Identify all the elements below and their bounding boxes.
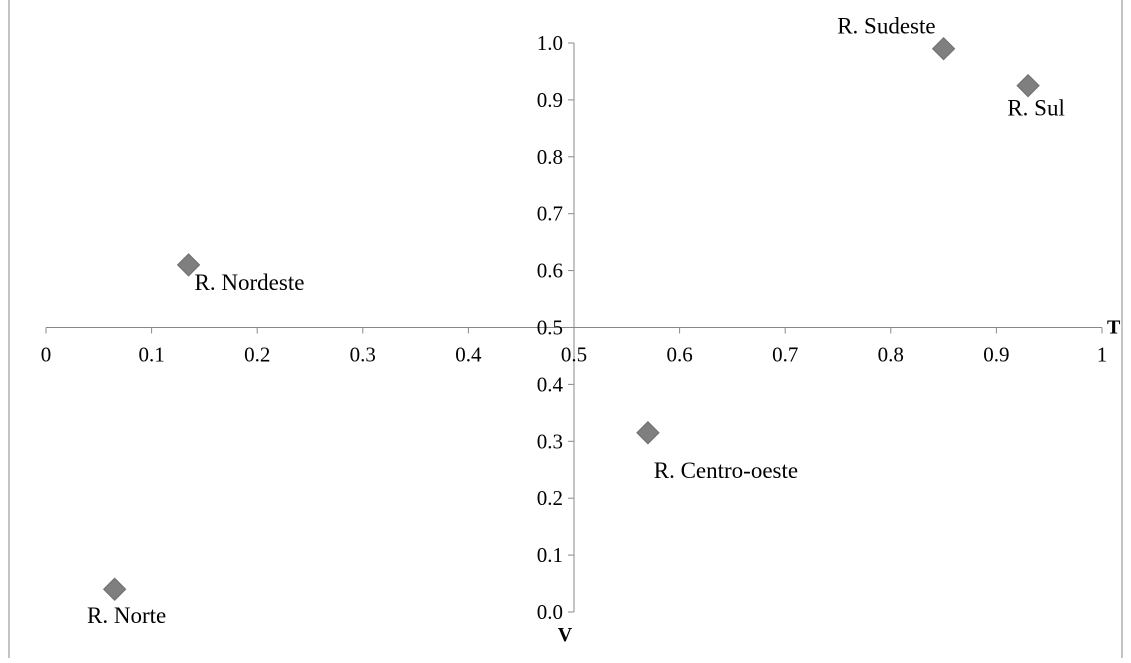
x-tick-label: 0.2 — [244, 343, 270, 367]
data-point-marker — [102, 577, 127, 601]
y-tick-label: 0.9 — [537, 88, 563, 112]
x-tick-label: 0.7 — [772, 343, 798, 367]
y-axis-name: V — [558, 624, 573, 646]
x-tick-label: 1 — [1097, 343, 1108, 367]
y-tick-label: 0.5 — [537, 316, 563, 340]
data-points: R. Sudeste R. Sul R. Nordeste R. Centro-oes… — [87, 14, 1065, 629]
x-tick-label: 0 — [41, 343, 52, 367]
y-tick-label: 0.3 — [537, 429, 563, 453]
data-point-marker — [931, 36, 956, 61]
y-tick-label: 0.1 — [537, 543, 563, 567]
data-point-label: R. Sul — [1007, 96, 1065, 121]
data-point-label: R. Nordeste — [195, 270, 305, 295]
y-tick-label: 0.4 — [537, 372, 564, 396]
x-tick-label: 0.6 — [666, 343, 692, 367]
x-axis-name: T — [1107, 317, 1121, 339]
data-point-label: R. Norte — [87, 603, 166, 628]
data-point-marker — [636, 421, 660, 445]
x-tick-label: 0.8 — [878, 343, 904, 367]
data-point-label: R. Centro-oeste — [654, 458, 798, 483]
y-tick-label: 0.7 — [537, 202, 563, 226]
data-point-marker — [176, 253, 201, 277]
axes — [45, 42, 1103, 613]
x-tick-label: 0.4 — [455, 343, 482, 367]
y-tick-label: 0.2 — [537, 486, 563, 510]
data-point-label: R. Sudeste — [837, 14, 935, 39]
x-tick-label: 0.5 — [561, 343, 587, 367]
y-tick-label: 1.0 — [537, 31, 563, 55]
x-tick-label: 0.3 — [350, 343, 376, 367]
x-tick-label: 0.1 — [138, 343, 164, 367]
tick-labels: 0 0.1 0.2 0.3 0.4 0.5 0.6 0.7 0.8 0.9 1 0.0 0.1 0.2 0.… — [41, 31, 1121, 646]
y-tick-label: 0.0 — [537, 600, 563, 624]
y-tick-label: 0.6 — [537, 259, 563, 283]
data-point-marker — [1016, 73, 1040, 98]
x-tick-label: 0.9 — [983, 343, 1009, 367]
y-tick-label: 0.8 — [537, 145, 563, 169]
